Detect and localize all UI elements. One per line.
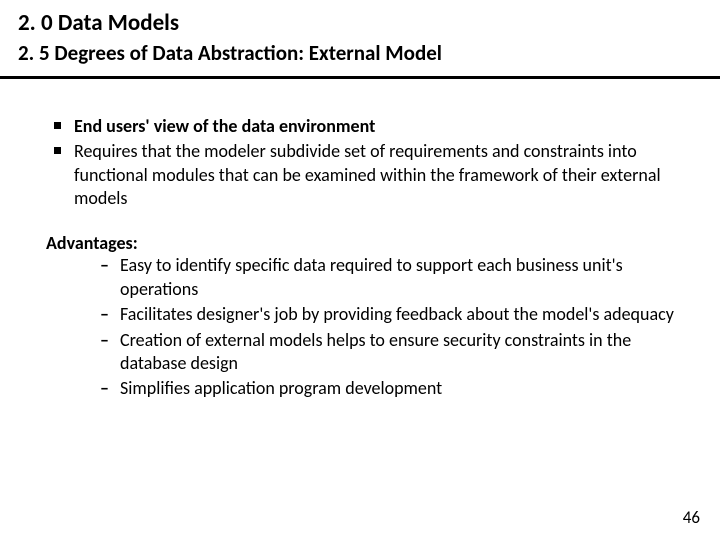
advantage-text: Easy to identify specific data required … (120, 254, 623, 299)
slide-subtitle: 2. 5 Degrees of Data Abstraction: Extern… (18, 40, 702, 66)
list-item: End users' view of the data environment (56, 115, 688, 138)
advantages-heading: Advantages: (32, 232, 688, 254)
list-item: Requires that the modeler subdivide set … (56, 140, 688, 210)
page-number: 46 (683, 507, 700, 528)
main-bullet-list: End users' view of the data environment … (32, 115, 688, 211)
advantage-text: Creation of external models helps to ens… (120, 329, 631, 374)
list-item: Creation of external models helps to ens… (100, 329, 688, 376)
list-item: Simplifies application program developme… (100, 377, 688, 400)
slide-title: 2. 0 Data Models (18, 10, 702, 38)
advantage-text: Facilitates designer's job by providing … (120, 303, 674, 325)
slide-content: End users' view of the data environment … (0, 79, 720, 401)
list-item: Facilitates designer's job by providing … (100, 303, 688, 326)
list-item: Easy to identify specific data required … (100, 254, 688, 301)
slide-header: 2. 0 Data Models 2. 5 Degrees of Data Ab… (0, 0, 720, 72)
bullet-text: Requires that the modeler subdivide set … (74, 140, 661, 209)
advantages-list: Easy to identify specific data required … (32, 254, 688, 400)
advantage-text: Simplifies application program developme… (120, 377, 442, 399)
bullet-text: End users' view of the data environment (74, 115, 375, 137)
